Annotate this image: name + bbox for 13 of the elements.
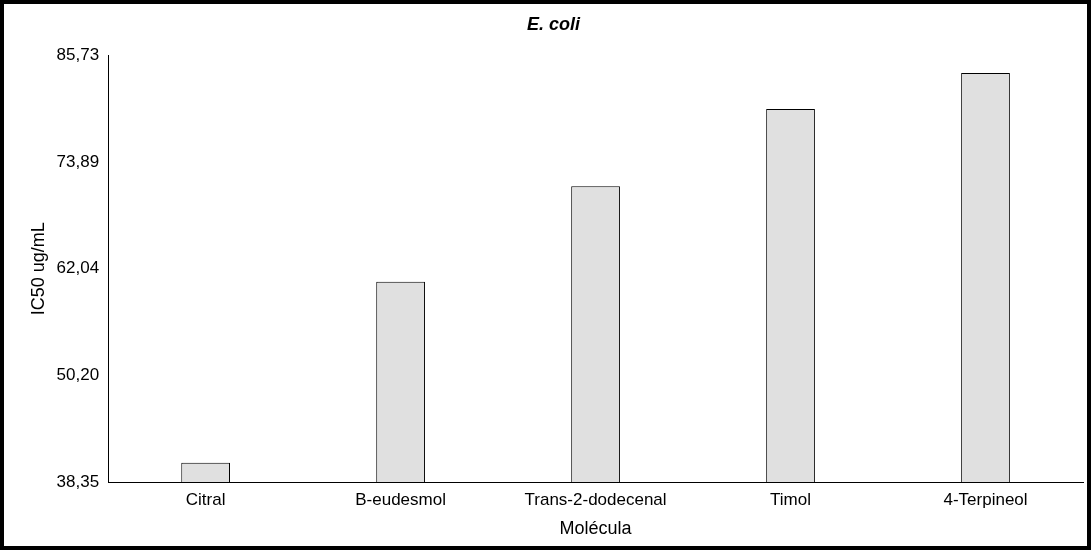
y-tick-label: 73,89	[56, 151, 100, 171]
y-tick-label: 85,73	[56, 45, 100, 65]
chart-title: E. coli	[526, 13, 582, 34]
y-tick-label: 38,35	[56, 471, 100, 491]
x-tick-label: Trans-2-dodecenal	[524, 489, 667, 509]
y-axis-title: IC50 ug/mL	[27, 222, 48, 316]
x-tick-label: Citral	[185, 489, 226, 509]
y-tick-label: 62,04	[56, 258, 100, 278]
y-tick-label: 50,20	[56, 365, 100, 385]
x-tick-label: B-eudesmol	[355, 489, 446, 509]
x-tick-label: Timol	[770, 489, 812, 509]
x-axis-title: Molécula	[559, 518, 633, 539]
x-tick-label: 4-Terpineol	[943, 489, 1028, 509]
